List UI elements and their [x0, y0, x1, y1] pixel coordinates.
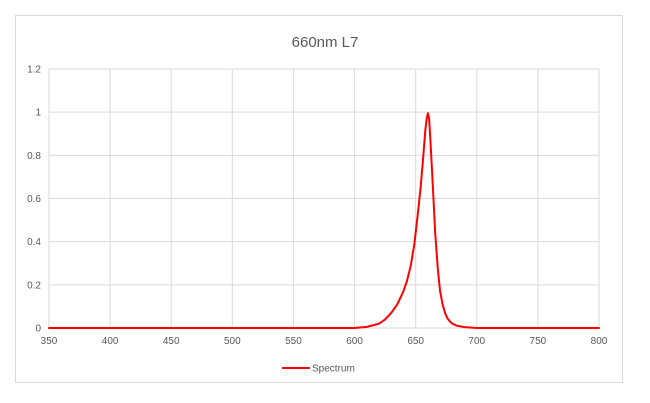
data-point: [446, 317, 448, 319]
data-point: [456, 325, 458, 327]
data-point: [449, 320, 451, 323]
data-point: [402, 290, 404, 292]
x-tick-label: 600: [346, 336, 363, 347]
data-point: [384, 318, 386, 320]
y-tick-label: 0.4: [27, 237, 41, 248]
data-point: [366, 326, 368, 328]
data-point: [437, 267, 439, 269]
data-point: [390, 312, 392, 314]
x-tick-label: 750: [530, 336, 547, 347]
data-point: [442, 303, 444, 305]
x-tick-label: 550: [285, 336, 302, 347]
y-tick-label: 0.6: [27, 194, 41, 205]
legend: Spectrum: [282, 364, 355, 375]
data-point: [354, 327, 356, 329]
data-point: [424, 128, 426, 130]
legend-label-spectrum: Spectrum: [312, 364, 355, 375]
data-point: [444, 312, 446, 314]
data-point: [413, 243, 415, 245]
data-point: [396, 303, 398, 305]
data-point: [439, 290, 441, 292]
data-point: [420, 187, 422, 189]
data-point: [406, 279, 408, 282]
x-tick-label: 400: [102, 336, 119, 347]
data-point: [598, 327, 600, 329]
y-tick-label: 1.2: [27, 65, 41, 76]
data-point: [434, 232, 436, 234]
y-tick-label: 0.2: [27, 280, 41, 291]
x-tick-label: 500: [224, 336, 241, 347]
data-point: [422, 159, 424, 161]
data-point: [417, 210, 419, 212]
x-tick-label: 800: [591, 336, 608, 347]
data-point: [48, 327, 50, 329]
y-tick-label: 1: [35, 108, 41, 119]
data-point: [378, 323, 380, 325]
data-point: [451, 323, 453, 325]
data-point: [428, 118, 430, 120]
x-tick-label: 650: [407, 336, 424, 347]
chart-title: 660nm L7: [292, 34, 359, 51]
y-tick-label: 0: [35, 324, 41, 335]
data-point: [429, 137, 431, 139]
series-layer: [48, 112, 600, 329]
data-point: [426, 118, 428, 120]
x-axis-ticks: 350 400 450 500 550 600 650 700 750 800: [41, 336, 608, 347]
x-tick-label: 350: [41, 336, 58, 347]
grid: [48, 68, 600, 329]
x-tick-label: 450: [163, 336, 180, 347]
data-point: [427, 112, 429, 114]
y-axis-ticks: 0 0.2 0.4 0.6 0.8 1 1.2: [27, 65, 41, 335]
x-tick-label: 700: [468, 336, 485, 347]
data-point: [410, 264, 412, 266]
data-point: [432, 184, 434, 187]
series-line-spectrum: [48, 112, 600, 329]
y-tick-label: 0.8: [27, 151, 41, 162]
data-point: [464, 326, 466, 328]
data-point: [476, 327, 478, 329]
